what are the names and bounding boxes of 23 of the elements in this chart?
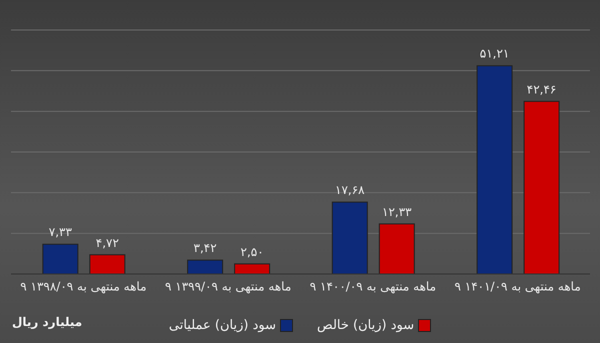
data-label: ۷,۳۳ — [48, 225, 72, 240]
data-label: ۱۲,۳۳ — [382, 204, 412, 219]
data-label: ۴,۷۲ — [96, 236, 119, 250]
data-label: ۱۷,۶۸ — [335, 183, 366, 198]
bar — [476, 65, 513, 274]
x-tick-label: ۹ ماهه منتهی به ۱۳۹۹/۰۹ — [165, 280, 292, 294]
bar — [332, 202, 368, 274]
bar — [89, 254, 126, 274]
data-label: ۳,۴۲ — [194, 241, 217, 256]
text: میلیارد ریال — [12, 315, 82, 329]
x-tick-label: ۹ ماهه منتهی به ۱۳۹۸/۰۹ — [20, 280, 146, 294]
legend-label: سود (زیان) عملیاتی — [168, 318, 276, 333]
x-tick-label: ۹ ماهه منتهی به ۱۴۰۰/۰۹ — [310, 280, 436, 294]
bar — [524, 100, 560, 274]
data-label: ۴۲,۴۶ — [526, 82, 556, 96]
data-label: ۵۱,۲۱ — [480, 46, 510, 61]
bar — [378, 223, 415, 274]
data-label: ۲,۵۰ — [240, 244, 264, 259]
bar — [42, 244, 78, 274]
x-tick-label: ۹ ماهه منتهی به ۱۴۰۱/۰۹ — [454, 280, 581, 294]
legend-label: سود (زیان) خالص — [317, 318, 414, 333]
bar — [187, 260, 224, 274]
bar — [234, 263, 270, 274]
